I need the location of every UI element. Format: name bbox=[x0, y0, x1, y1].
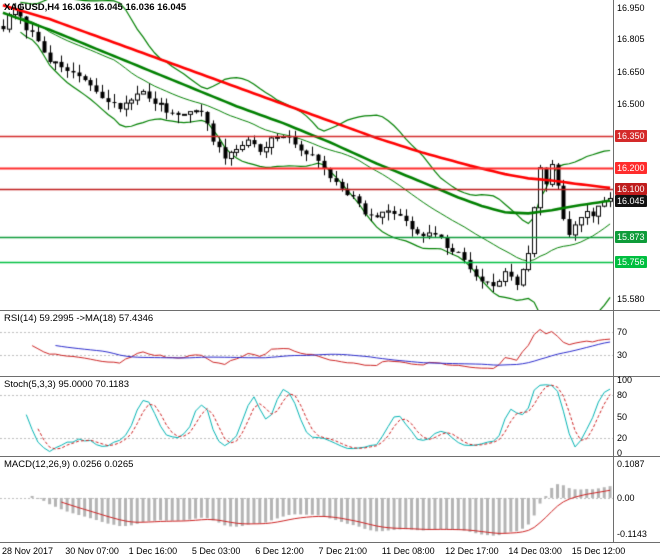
stochastic-canvas[interactable] bbox=[0, 377, 613, 456]
price-level-badge: 16.350 bbox=[615, 129, 647, 142]
time-axis-label: 15 Dec 12:00 bbox=[571, 546, 626, 556]
rsi-panel: RSI(14) 59.2995 ->MA(18) 57.4346 70 30 bbox=[0, 311, 660, 377]
price-level-badge: 16.100 bbox=[615, 182, 647, 195]
axis-tick-label: 0 bbox=[617, 448, 623, 458]
time-axis-label: 11 Dec 08:00 bbox=[381, 546, 435, 556]
axis-tick-label: 80 bbox=[617, 389, 628, 400]
axis-tick-label: 0.1087 bbox=[617, 459, 645, 470]
axis-tick-label: 70 bbox=[617, 326, 628, 337]
axis-tick-label: -0.1143 bbox=[617, 528, 647, 539]
axis-tick-label: 16.805 bbox=[617, 34, 645, 45]
price-level-badge: 16.045 bbox=[615, 194, 647, 207]
axis-tick-label: 50 bbox=[617, 411, 628, 422]
stochastic-axis: 100 80 50 20 0 bbox=[613, 375, 660, 458]
axis-tick-label: 16.950 bbox=[617, 3, 645, 14]
time-axis: 28 Nov 2017 30 Nov 07:00 1 Dec 16:00 5 Dec … bbox=[0, 543, 660, 560]
time-axis-label: 28 Nov 2017 bbox=[2, 546, 54, 556]
time-axis-label: 14 Dec 03:00 bbox=[508, 546, 562, 556]
time-axis-label: 5 Dec 03:00 bbox=[191, 546, 241, 556]
macd-title: MACD(12,26,9) 0.0256 0.0265 bbox=[4, 459, 134, 470]
time-axis-label: 12 Dec 17:00 bbox=[445, 546, 499, 556]
axis-tick-label: 0.00 bbox=[617, 492, 635, 503]
time-axis-label: 30 Nov 07:00 bbox=[65, 546, 119, 556]
axis-tick-label: 16.650 bbox=[617, 67, 645, 78]
rsi-title: RSI(14) 59.2995 ->MA(18) 57.4346 bbox=[4, 313, 154, 324]
axis-tick-label: 15.580 bbox=[617, 294, 645, 305]
time-axis-label: 7 Dec 21:00 bbox=[318, 546, 368, 556]
price-chart-canvas[interactable] bbox=[0, 0, 613, 310]
time-axis-label: 1 Dec 16:00 bbox=[128, 546, 178, 556]
price-panel: XAGUSD,H4 16.036 16.045 16.036 16.045 16… bbox=[0, 0, 660, 311]
axis-tick-label: 30 bbox=[617, 350, 628, 361]
macd-panel: MACD(12,26,9) 0.0256 0.0265 0.1087 0.00 -0… bbox=[0, 457, 660, 543]
price-axis: 16.950 16.805 16.650 16.500 15.580 16.350 16.2… bbox=[613, 0, 660, 310]
axis-tick-label: 16.500 bbox=[617, 99, 645, 110]
stochastic-title: Stoch(5,3,3) 95.0000 70.1183 bbox=[4, 379, 130, 390]
price-level-badge: 15.756 bbox=[615, 256, 647, 268]
rsi-canvas[interactable] bbox=[0, 311, 613, 376]
axis-tick-label: 100 bbox=[617, 375, 633, 385]
time-axis-label: 6 Dec 12:00 bbox=[255, 546, 304, 556]
price-level-badge: 16.200 bbox=[615, 161, 647, 174]
axis-tick-label: 20 bbox=[617, 433, 628, 444]
macd-canvas[interactable] bbox=[0, 457, 613, 542]
symbol-ohlc-title: XAGUSD,H4 16.036 16.045 16.036 16.045 bbox=[4, 2, 187, 13]
price-level-badge: 15.873 bbox=[615, 231, 647, 244]
stochastic-panel: Stoch(5,3,3) 95.0000 70.1183 100 80 50 20 0 bbox=[0, 375, 660, 458]
macd-axis: 0.1087 0.00 -0.1143 bbox=[613, 457, 660, 542]
rsi-axis: 70 30 bbox=[613, 311, 660, 376]
